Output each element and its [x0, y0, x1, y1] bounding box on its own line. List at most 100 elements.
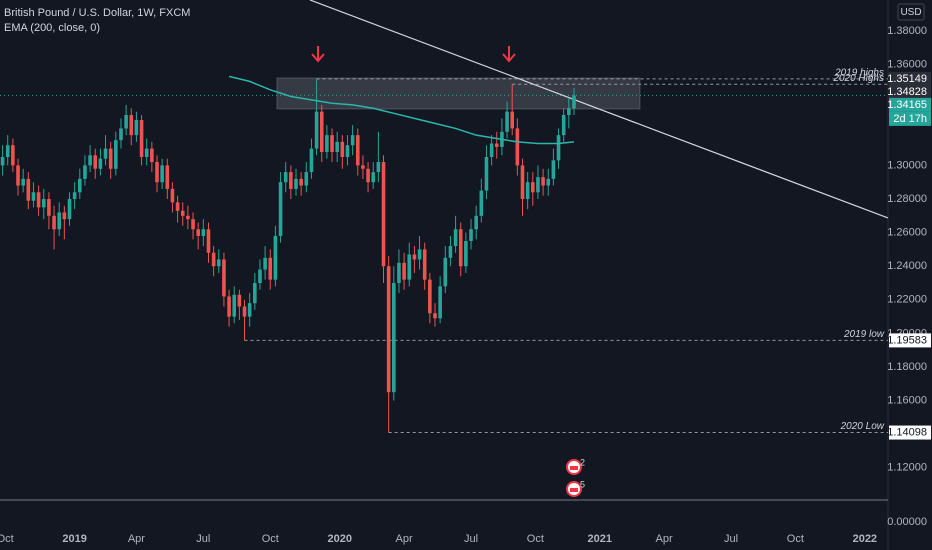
candle-body: [479, 190, 484, 216]
candle-body: [98, 158, 103, 169]
event-badge-flag: [569, 488, 578, 492]
candle-body: [216, 259, 221, 267]
candle-body: [77, 178, 82, 193]
candle-body: [350, 135, 355, 146]
ema-line: [228, 75, 575, 145]
candle-body: [237, 294, 242, 307]
candle-body: [536, 177, 540, 193]
x-tick-label: Oct: [0, 533, 14, 545]
chart-title: British Pound / U.S. Dollar, 1W, FXCM: [4, 7, 190, 19]
candle-body: [165, 165, 170, 189]
candle-body: [36, 192, 41, 208]
x-tick-label: Oct: [787, 533, 804, 545]
candle-body: [268, 257, 273, 280]
price-label-box: [889, 333, 931, 348]
candle-body: [505, 111, 509, 132]
x-tick-label: 2022: [853, 533, 877, 545]
candle-body: [299, 178, 303, 186]
level-label: 2020 Low: [840, 421, 885, 432]
x-tick-label: Jul: [196, 533, 210, 545]
candle-body: [309, 148, 314, 173]
candle-body: [134, 120, 139, 136]
candle-body: [355, 135, 360, 166]
candle-body: [108, 148, 113, 169]
price-label: 1.34165: [887, 99, 927, 111]
candle-body: [124, 114, 128, 129]
candle-body: [263, 257, 267, 270]
candle-body: [392, 282, 396, 393]
candle-body: [67, 198, 72, 220]
candle-body: [469, 229, 473, 241]
candle-body: [433, 313, 437, 319]
candle-body: [103, 148, 108, 159]
candle-body: [551, 160, 556, 179]
candle-body: [304, 172, 309, 186]
candle-body: [11, 145, 15, 166]
candle-body: [88, 155, 92, 166]
price-label-box: [889, 84, 931, 99]
candle-body: [546, 178, 551, 186]
candle-body: [572, 95, 576, 109]
candle-body: [186, 215, 190, 220]
candle-body: [489, 143, 494, 157]
candle-body: [520, 165, 525, 199]
x-tick-label: Apr: [656, 533, 673, 545]
candle-body: [83, 165, 87, 179]
arrow-annotation: [502, 46, 516, 63]
y-tick-label: 1.28000: [887, 193, 927, 205]
candle-body: [567, 108, 571, 115]
candle-body: [144, 148, 149, 157]
candle-body: [376, 162, 381, 173]
candle-body: [314, 111, 319, 149]
candle-body: [345, 145, 350, 157]
candle-body: [227, 296, 231, 317]
currency-box[interactable]: [897, 3, 925, 21]
countdown: 2d 17h: [893, 113, 927, 125]
y-tick-label: 1.12000: [887, 462, 927, 474]
price-label: 1.19583: [887, 334, 927, 346]
candle-body: [561, 114, 566, 136]
price-label: 1.35149: [887, 73, 927, 85]
candle-body: [160, 165, 164, 183]
candle-body: [129, 114, 134, 136]
price-label: 1.14098: [887, 426, 927, 438]
candle-body: [57, 212, 61, 230]
candle-body: [242, 306, 247, 317]
candle-body: [16, 165, 20, 186]
candle-body: [31, 192, 36, 201]
candle-body: [402, 262, 406, 280]
level-label: 2019 highs: [834, 68, 884, 79]
x-tick-label: Apr: [396, 533, 413, 545]
candle-body: [47, 198, 51, 216]
candle-body: [191, 219, 195, 230]
y-tick-label: 1.24000: [887, 260, 927, 272]
candle-body: [26, 178, 31, 201]
level-label: 2019 low: [843, 329, 885, 340]
candle-body: [422, 249, 427, 280]
candle-body: [222, 259, 226, 297]
candle-body: [443, 257, 448, 287]
candle-body: [525, 182, 530, 199]
candle-body: [21, 178, 25, 186]
candle-body: [206, 229, 211, 253]
y-tick-label: 1.36000: [887, 59, 927, 71]
candle-body: [170, 188, 175, 203]
y-tick-label: 1.26000: [887, 227, 927, 239]
candle-body: [247, 303, 252, 317]
currency[interactable]: USD: [900, 7, 921, 18]
candle-body: [175, 202, 180, 211]
candle-body: [211, 252, 216, 267]
candle-body: [556, 135, 561, 161]
indicator-legend: EMA (200, close, 0): [4, 22, 100, 34]
candle-body: [180, 210, 185, 216]
candle-body: [458, 229, 463, 267]
candle-body: [52, 215, 56, 230]
y-tick-label: 1.22000: [887, 294, 927, 306]
candle-body: [397, 262, 401, 283]
candle-body: [294, 178, 298, 189]
candle-body: [114, 140, 118, 169]
countdown-box: [889, 111, 931, 126]
x-tick-label: 2020: [328, 533, 352, 545]
